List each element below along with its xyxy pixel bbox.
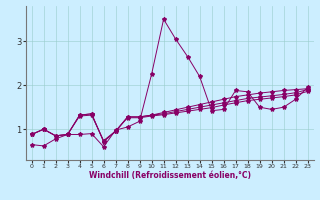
X-axis label: Windchill (Refroidissement éolien,°C): Windchill (Refroidissement éolien,°C): [89, 171, 251, 180]
